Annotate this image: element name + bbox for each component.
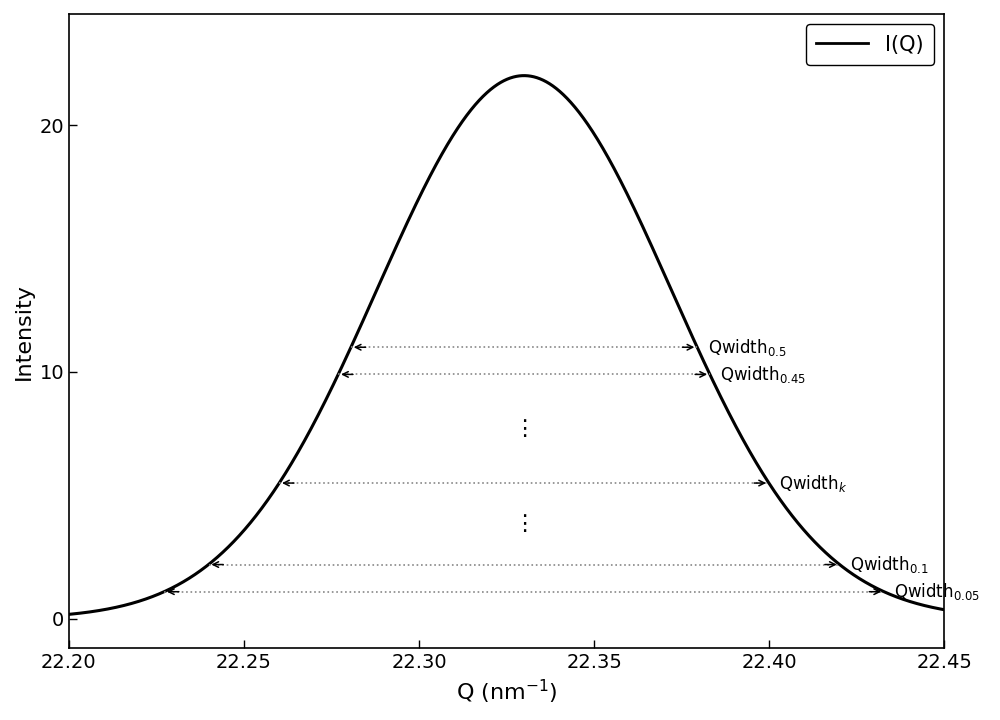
Text: $\mathrm{Qwidth}_{0.45}$: $\mathrm{Qwidth}_{0.45}$	[720, 364, 806, 385]
Legend: I(Q): I(Q)	[806, 24, 934, 65]
Y-axis label: Intensity: Intensity	[14, 283, 34, 379]
Text: ⋮: ⋮	[513, 514, 535, 534]
Text: $\mathrm{Qwidth}_{k}$: $\mathrm{Qwidth}_{k}$	[779, 472, 848, 493]
Text: ⋮: ⋮	[513, 419, 535, 438]
Text: $\mathrm{Qwidth}_{0.05}$: $\mathrm{Qwidth}_{0.05}$	[894, 581, 980, 602]
Text: $\mathrm{Qwidth}_{0.1}$: $\mathrm{Qwidth}_{0.1}$	[850, 554, 929, 575]
Text: $\mathrm{Qwidth}_{0.5}$: $\mathrm{Qwidth}_{0.5}$	[708, 337, 786, 358]
X-axis label: Q (nm$^{-1}$): Q (nm$^{-1}$)	[456, 678, 557, 706]
